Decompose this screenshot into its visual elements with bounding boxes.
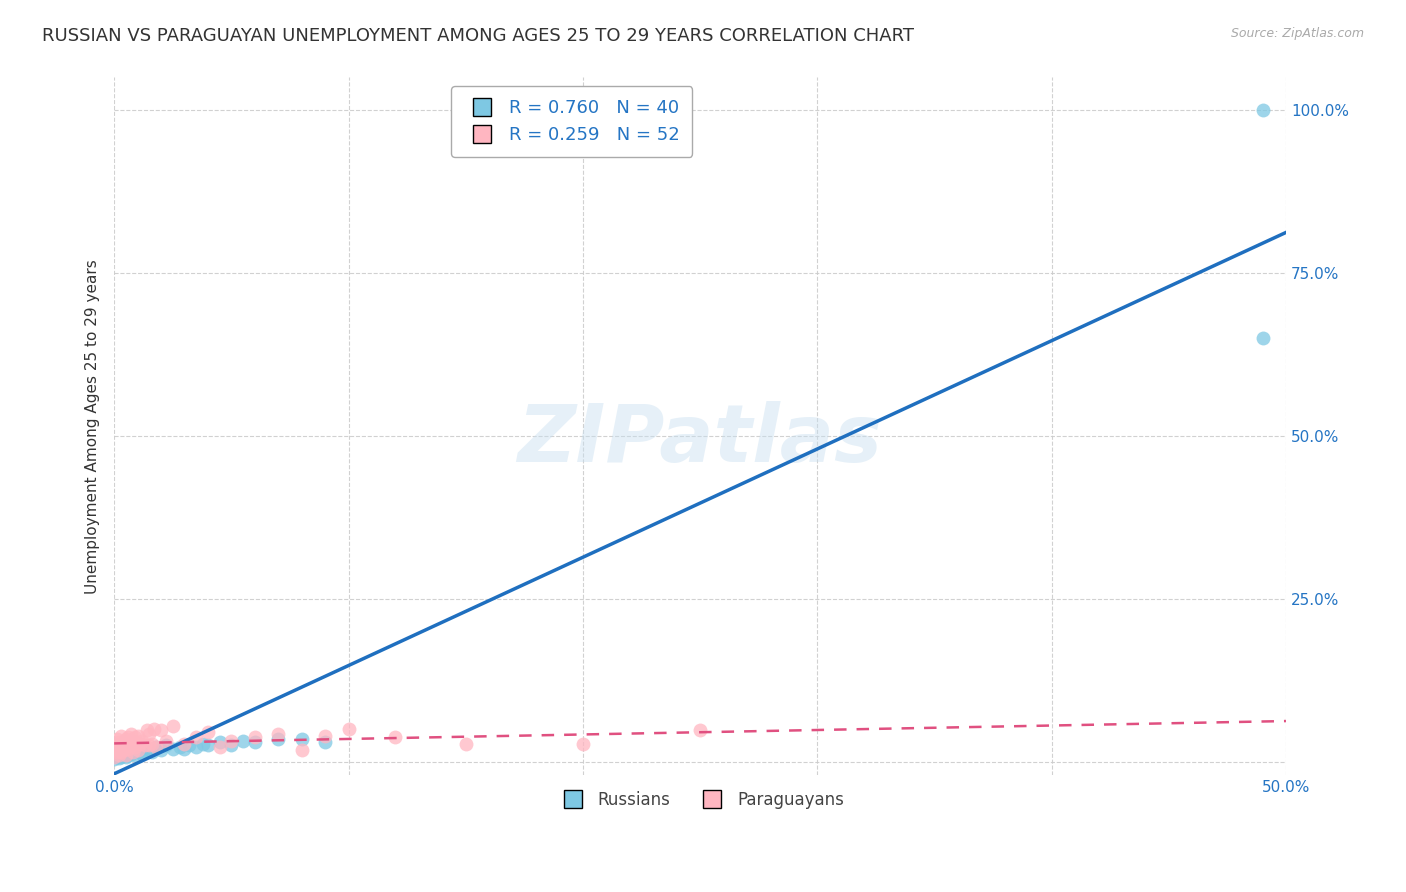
Point <box>105 731 128 746</box>
Point <box>117 730 139 744</box>
Point <box>197 739 219 753</box>
Point <box>208 735 231 749</box>
Point <box>141 745 163 759</box>
Point <box>221 739 243 753</box>
Point <box>134 739 156 753</box>
Point <box>291 743 314 757</box>
Point <box>173 737 195 751</box>
Point <box>112 743 135 757</box>
Point <box>155 739 177 753</box>
Point <box>105 745 128 759</box>
Point <box>179 739 201 753</box>
Point <box>115 740 138 755</box>
Point <box>141 737 163 751</box>
Point <box>138 727 160 741</box>
Point <box>127 745 149 759</box>
Point <box>136 723 159 738</box>
Point <box>110 729 132 743</box>
Point <box>103 749 125 764</box>
Point <box>103 741 125 756</box>
Point <box>243 730 266 744</box>
Point <box>117 748 139 763</box>
Point <box>108 741 131 756</box>
Point <box>112 747 135 761</box>
Point <box>186 730 208 744</box>
Point <box>162 741 184 756</box>
Point <box>122 734 145 748</box>
Point <box>454 737 477 751</box>
Point <box>314 729 336 743</box>
Point <box>115 731 138 746</box>
Point <box>124 740 146 755</box>
Point <box>105 749 128 764</box>
Point <box>108 747 131 761</box>
Point <box>129 737 152 751</box>
Point <box>145 740 167 755</box>
Point <box>115 748 138 763</box>
Point <box>124 730 146 744</box>
Legend: Russians, Paraguayans: Russians, Paraguayans <box>550 784 851 815</box>
Point <box>221 734 243 748</box>
Point <box>131 747 153 761</box>
Point <box>124 748 146 763</box>
Point <box>291 731 314 746</box>
Text: ZIPatlas: ZIPatlas <box>517 401 883 479</box>
Point <box>145 740 167 755</box>
Point <box>138 739 160 753</box>
Y-axis label: Unemployment Among Ages 25 to 29 years: Unemployment Among Ages 25 to 29 years <box>86 259 100 593</box>
Point <box>173 741 195 756</box>
Point <box>243 735 266 749</box>
Point <box>384 730 406 744</box>
Point <box>337 722 360 736</box>
Point <box>127 729 149 743</box>
Point <box>232 734 254 748</box>
Text: RUSSIAN VS PARAGUAYAN UNEMPLOYMENT AMONG AGES 25 TO 29 YEARS CORRELATION CHART: RUSSIAN VS PARAGUAYAN UNEMPLOYMENT AMONG… <box>42 27 914 45</box>
Point <box>103 751 125 765</box>
Point <box>110 745 132 759</box>
Point <box>134 745 156 759</box>
Point <box>138 741 160 756</box>
Point <box>267 731 290 746</box>
Point <box>108 751 131 765</box>
Point <box>129 743 152 757</box>
Point <box>127 743 149 757</box>
Point <box>208 740 231 755</box>
Point <box>110 745 132 759</box>
Point <box>110 739 132 753</box>
Point <box>117 741 139 756</box>
Point <box>267 727 290 741</box>
Point <box>143 722 166 736</box>
Point <box>122 745 145 759</box>
Point <box>120 739 142 753</box>
Text: Source: ZipAtlas.com: Source: ZipAtlas.com <box>1230 27 1364 40</box>
Point <box>186 740 208 755</box>
Point <box>112 748 135 763</box>
Point <box>105 739 128 753</box>
Point <box>115 745 138 759</box>
Point <box>1251 331 1274 345</box>
Point <box>108 735 131 749</box>
Point <box>120 727 142 741</box>
Point <box>572 737 595 751</box>
Point <box>169 740 191 755</box>
Point <box>120 747 142 761</box>
Point <box>1251 103 1274 117</box>
Point <box>108 748 131 763</box>
Point <box>110 749 132 764</box>
Point <box>122 745 145 759</box>
Point <box>314 735 336 749</box>
Point <box>115 749 138 764</box>
Point <box>105 748 128 763</box>
Point <box>150 723 173 738</box>
Point <box>131 734 153 748</box>
Point <box>689 723 711 738</box>
Point <box>112 735 135 749</box>
Point <box>155 734 177 748</box>
Point <box>150 743 173 757</box>
Point <box>162 719 184 733</box>
Point <box>193 737 215 751</box>
Point <box>197 725 219 739</box>
